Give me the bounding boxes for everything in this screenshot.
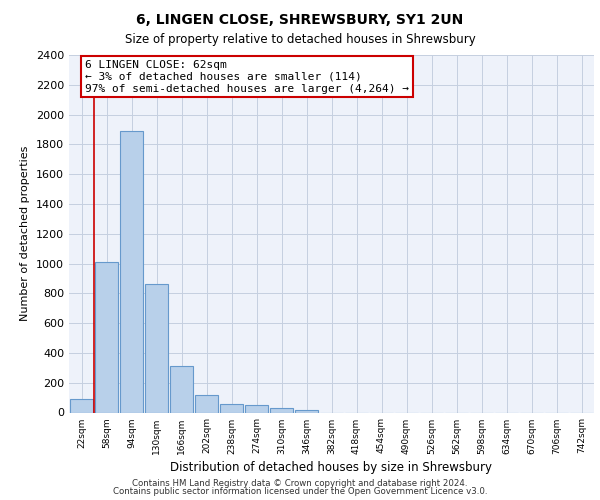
Text: Contains public sector information licensed under the Open Government Licence v3: Contains public sector information licen… (113, 487, 487, 496)
Bar (269, 408, 293, 412)
Text: 6 LINGEN CLOSE: 62sqm
← 3% of detached houses are smaller (114)
97% of semi-deta: 6 LINGEN CLOSE: 62sqm ← 3% of detached h… (85, 60, 409, 94)
X-axis label: Distribution of detached houses by size in Shrewsbury: Distribution of detached houses by size … (170, 460, 493, 473)
Text: Contains HM Land Registry data © Crown copyright and database right 2024.: Contains HM Land Registry data © Crown c… (132, 478, 468, 488)
Bar (220, 404, 244, 412)
Bar (295, 410, 319, 412)
Y-axis label: Number of detached properties: Number of detached properties (20, 146, 31, 322)
Bar (170, 366, 193, 412)
Bar (95, 262, 118, 412)
Bar (194, 396, 218, 412)
Text: Size of property relative to detached houses in Shrewsbury: Size of property relative to detached ho… (125, 32, 475, 46)
Bar (70, 399, 94, 412)
Bar (145, 284, 169, 412)
Bar (245, 406, 268, 412)
Bar (119, 131, 143, 412)
Text: 6, LINGEN CLOSE, SHREWSBURY, SY1 2UN: 6, LINGEN CLOSE, SHREWSBURY, SY1 2UN (136, 12, 464, 26)
